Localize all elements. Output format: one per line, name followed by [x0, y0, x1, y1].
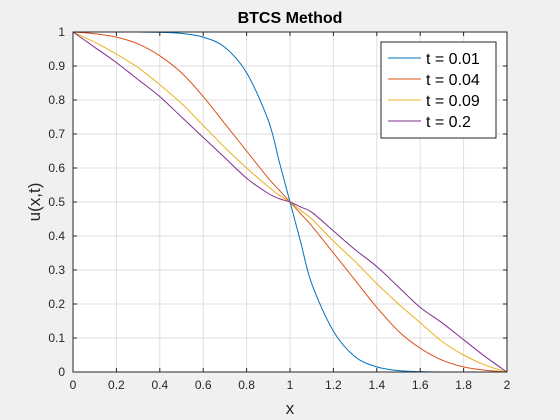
- legend-label: t = 0.09: [426, 93, 480, 110]
- x-axis-label: x: [286, 399, 295, 418]
- x-tick-label: 1.6: [412, 378, 429, 392]
- y-tick-label: 0.6: [48, 161, 65, 175]
- x-tick-label: 0.2: [108, 378, 125, 392]
- legend-label: t = 0.01: [426, 51, 480, 68]
- y-tick-label: 0.7: [48, 127, 65, 141]
- ticks: 0 0.2 0.4 0.6 0.8 1 1.2 1.4 1.6 1.8 2 0 0.1 0.2 0.3 0.4…: [48, 25, 510, 392]
- x-tick-label: 1.8: [455, 378, 472, 392]
- y-tick-label: 0.8: [48, 93, 65, 107]
- y-tick-label: 0.9: [48, 59, 65, 73]
- y-tick-label: 0.5: [48, 195, 65, 209]
- x-tick-label: 0: [70, 378, 77, 392]
- y-tick-label: 0: [58, 365, 65, 379]
- legend-label: t = 0.2: [426, 114, 471, 131]
- x-tick-label: 1.2: [325, 378, 342, 392]
- legend-label: t = 0.04: [426, 72, 480, 89]
- legend: t = 0.01 t = 0.04 t = 0.09 t = 0.2: [380, 41, 497, 139]
- x-tick-label: 0.6: [195, 378, 212, 392]
- y-tick-label: 0.3: [48, 263, 65, 277]
- x-tick-label: 1: [287, 378, 294, 392]
- y-tick-label: 0.2: [48, 297, 65, 311]
- x-tick-label: 0.4: [151, 378, 168, 392]
- y-tick-label: 0.4: [48, 229, 65, 243]
- y-tick-label: 1: [58, 25, 65, 39]
- y-axis-label: u(x,t): [25, 183, 44, 222]
- series-line-4: [72, 31, 508, 373]
- y-tick-label: 0.1: [48, 331, 65, 345]
- x-tick-label: 2: [504, 378, 511, 392]
- x-tick-label: 0.8: [238, 378, 255, 392]
- x-tick-label: 1.4: [368, 378, 385, 392]
- chart-title: BTCS Method: [238, 10, 343, 27]
